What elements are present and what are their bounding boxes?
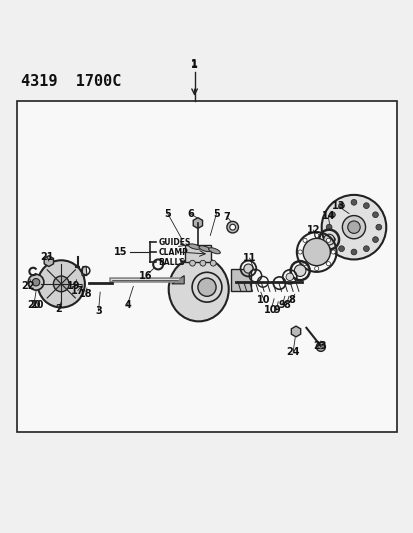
Text: 2: 2: [55, 304, 62, 314]
Text: 9: 9: [278, 300, 285, 310]
Circle shape: [53, 276, 69, 292]
Circle shape: [314, 266, 318, 271]
Ellipse shape: [188, 244, 200, 249]
Circle shape: [363, 246, 368, 252]
Circle shape: [199, 260, 205, 266]
Text: 10: 10: [264, 304, 277, 314]
Text: 22: 22: [21, 281, 35, 291]
Circle shape: [329, 212, 335, 217]
Text: 19: 19: [67, 281, 81, 292]
Circle shape: [321, 195, 385, 260]
Text: BALLS: BALLS: [158, 258, 185, 267]
Text: 8: 8: [282, 300, 289, 310]
Circle shape: [338, 203, 344, 208]
Circle shape: [325, 238, 330, 243]
Circle shape: [347, 221, 359, 233]
Text: 4319  1700C: 4319 1700C: [21, 74, 121, 89]
Text: 4: 4: [124, 300, 131, 310]
Text: 9: 9: [273, 305, 279, 315]
Text: 24: 24: [286, 347, 299, 357]
Circle shape: [350, 249, 356, 255]
Bar: [230, 269, 250, 292]
Text: 17: 17: [71, 286, 84, 295]
Text: 16: 16: [139, 271, 152, 280]
Circle shape: [338, 246, 344, 252]
Bar: [17, 101, 396, 432]
Circle shape: [189, 260, 195, 266]
Circle shape: [375, 224, 381, 230]
Polygon shape: [193, 217, 202, 229]
Circle shape: [294, 265, 305, 277]
Circle shape: [372, 212, 377, 217]
Circle shape: [350, 199, 356, 205]
Circle shape: [226, 221, 238, 233]
Circle shape: [285, 273, 293, 280]
Text: 23: 23: [312, 341, 325, 351]
Circle shape: [325, 224, 331, 230]
Circle shape: [325, 262, 330, 266]
Text: 6: 6: [187, 208, 193, 219]
Ellipse shape: [169, 257, 228, 321]
Circle shape: [297, 250, 301, 254]
Text: 5: 5: [164, 208, 171, 219]
Circle shape: [32, 279, 40, 286]
Text: GUIDES: GUIDES: [158, 238, 190, 247]
Text: 20: 20: [27, 300, 40, 310]
Ellipse shape: [208, 248, 220, 254]
Circle shape: [329, 237, 335, 243]
Ellipse shape: [199, 246, 210, 252]
Text: 1: 1: [191, 60, 197, 70]
Text: 8: 8: [287, 295, 294, 305]
Circle shape: [28, 274, 44, 290]
Text: 5: 5: [213, 208, 219, 219]
Text: 14: 14: [321, 211, 334, 221]
Circle shape: [372, 237, 377, 243]
Bar: [185, 245, 211, 262]
Circle shape: [318, 345, 322, 349]
Polygon shape: [82, 266, 87, 276]
Circle shape: [197, 278, 216, 296]
Circle shape: [302, 238, 330, 265]
Circle shape: [302, 262, 306, 266]
Polygon shape: [44, 256, 53, 266]
Text: 20: 20: [31, 300, 44, 310]
Text: 1: 1: [191, 59, 197, 69]
Text: 7: 7: [223, 212, 230, 222]
Text: CLAMP: CLAMP: [158, 247, 188, 256]
Circle shape: [342, 215, 365, 239]
Polygon shape: [171, 276, 184, 284]
Circle shape: [330, 250, 335, 254]
Text: 10: 10: [257, 295, 270, 305]
Circle shape: [243, 264, 252, 273]
Circle shape: [314, 233, 318, 238]
Polygon shape: [291, 326, 300, 337]
Circle shape: [316, 342, 325, 351]
Text: 11: 11: [242, 253, 256, 263]
Text: 13: 13: [331, 201, 344, 212]
Text: 15: 15: [114, 247, 127, 257]
Text: 21: 21: [40, 252, 53, 262]
Text: 18: 18: [79, 289, 92, 299]
Circle shape: [229, 224, 235, 230]
Circle shape: [38, 260, 85, 308]
Text: 3: 3: [95, 306, 102, 316]
Circle shape: [323, 234, 334, 245]
Text: 12: 12: [306, 225, 319, 235]
Circle shape: [210, 260, 216, 266]
Circle shape: [363, 203, 368, 208]
Circle shape: [302, 238, 306, 243]
